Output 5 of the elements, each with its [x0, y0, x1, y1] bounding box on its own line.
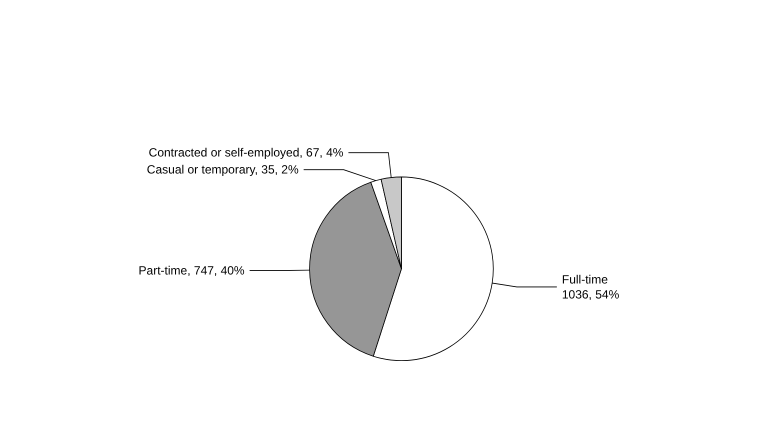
data-label: 1036, 54% — [562, 287, 620, 302]
slice-label: Part-time, 747, 40% — [138, 263, 245, 278]
slice-label: Full-time — [562, 272, 608, 286]
slice-label: Contracted or self-employed, 67, 4% — [148, 146, 344, 160]
slice-label: Casual or temporary, 35, 2% — [146, 162, 299, 177]
